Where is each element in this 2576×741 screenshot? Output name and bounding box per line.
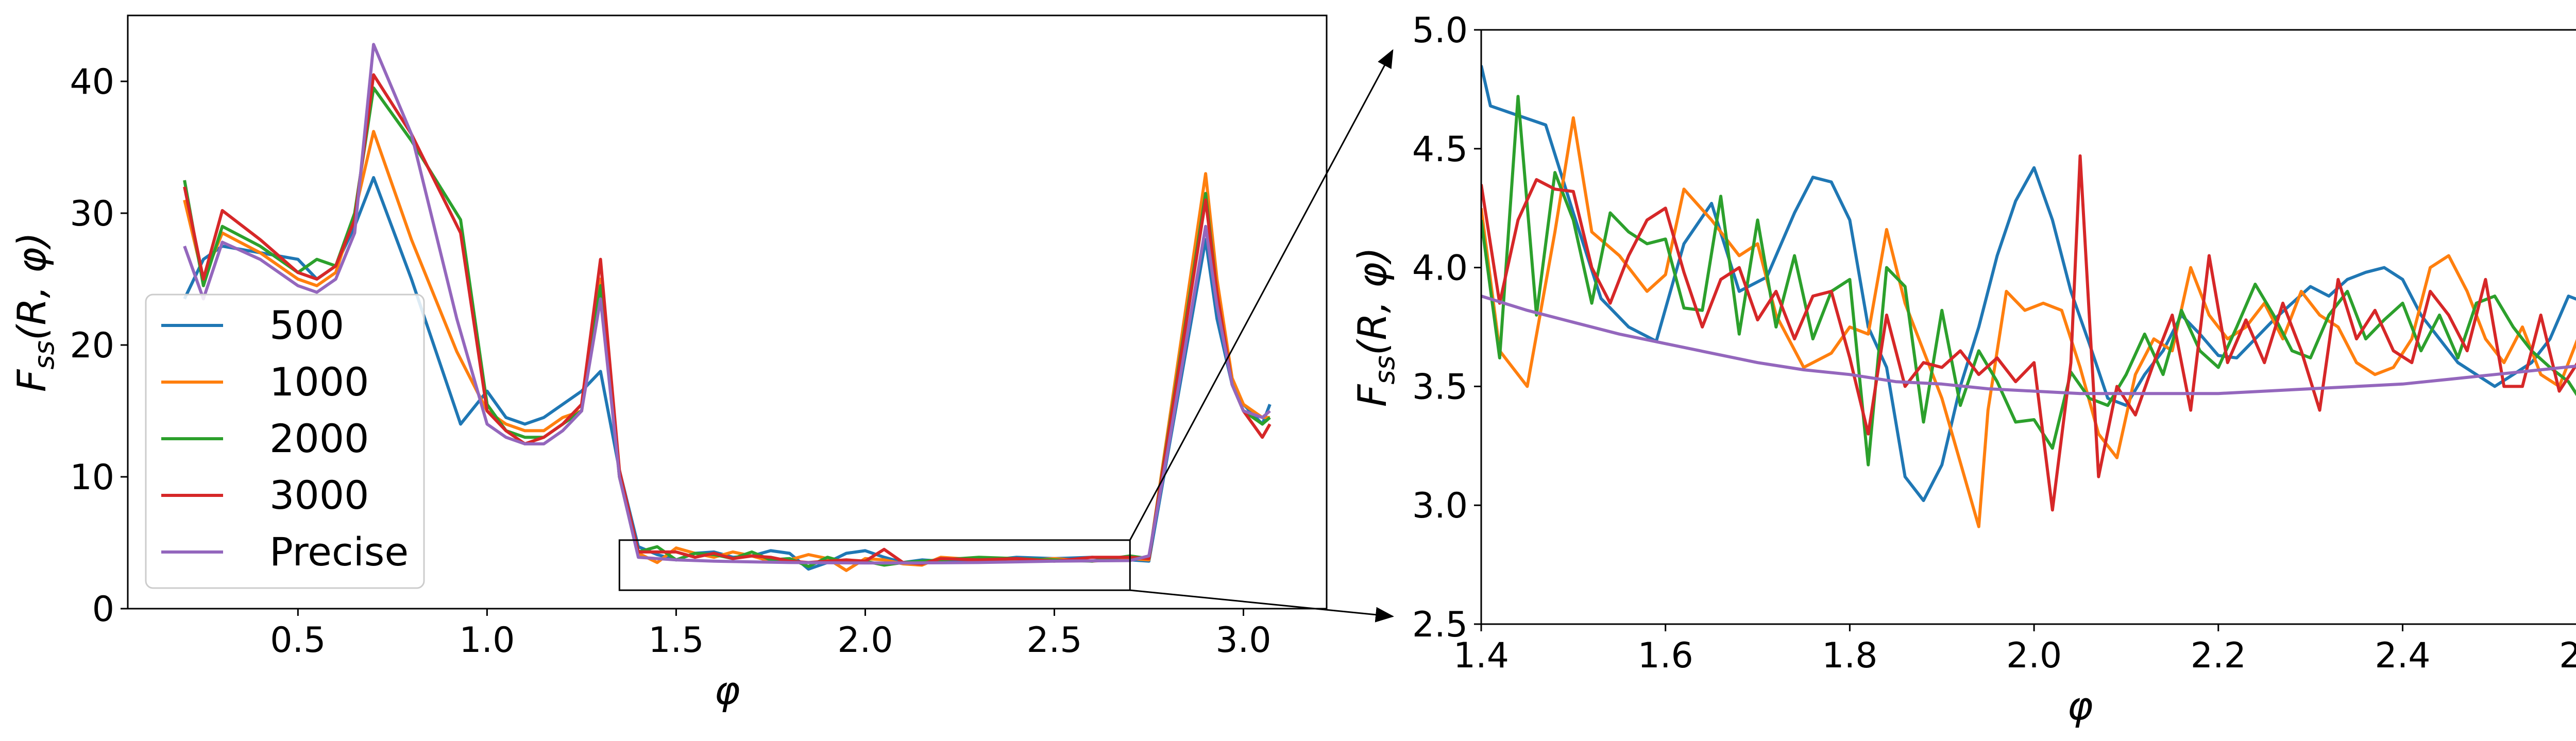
y-tick-label: 0 xyxy=(92,589,114,630)
series-group xyxy=(1481,65,2576,528)
y-tick-label: 40 xyxy=(70,62,114,102)
y-tick-label: 2.5 xyxy=(1412,605,1468,645)
x-tick-label: 1.5 xyxy=(648,620,704,661)
x-axis-label: φ xyxy=(714,667,740,713)
y-tick-label: 30 xyxy=(70,194,114,234)
x-tick-label: 2.4 xyxy=(2375,635,2430,676)
y-tick-label: 4.5 xyxy=(1412,129,1468,170)
plot-frame xyxy=(1480,29,2576,625)
zoom-region-box xyxy=(618,539,1131,591)
series-line-precise xyxy=(183,43,1271,565)
y-axis-label: Fss(R, φ) xyxy=(9,232,60,392)
x-tick-label: 1.4 xyxy=(1453,635,1509,676)
series-line-500 xyxy=(1481,65,2576,502)
series-line-precise xyxy=(1481,295,2576,395)
legend-frame xyxy=(145,294,425,589)
x-tick-label: 1.8 xyxy=(1822,635,1877,676)
x-tick-label: 0.5 xyxy=(270,620,326,661)
legend-label: Precise xyxy=(269,529,409,575)
x-tick-label: 2.5 xyxy=(1026,620,1082,661)
x-axis-label: φ xyxy=(2067,683,2093,729)
series-line-2000 xyxy=(1481,95,2576,467)
zoom-arrow-bottom xyxy=(1130,589,1394,623)
y-axis-label: Fss(R, φ) xyxy=(1349,247,1401,407)
series-group xyxy=(183,43,1272,572)
y-tick-label: 10 xyxy=(70,457,114,498)
zoom-connectors xyxy=(1129,49,1394,623)
legend: 500 1000 2000 3000 Precise xyxy=(145,294,425,589)
y-tick-label: 20 xyxy=(70,325,114,366)
x-tick-label: 3.0 xyxy=(1215,620,1271,661)
series-line-3000 xyxy=(183,73,1272,565)
x-tick-label: 2.2 xyxy=(2191,635,2246,676)
x-tick-label: 1.6 xyxy=(1638,635,1693,676)
x-tick-label: 1.0 xyxy=(459,620,515,661)
x-tick-label: 2.0 xyxy=(837,620,893,661)
legend-label: 1000 xyxy=(269,359,369,405)
y-tick-label: 3.5 xyxy=(1412,367,1468,407)
plot-frame xyxy=(127,14,1328,610)
x-tick-label: 2.6 xyxy=(2559,635,2576,676)
x-tick-label: 2.0 xyxy=(2006,635,2062,676)
y-tick-label: 5.0 xyxy=(1412,10,1468,51)
legend-label: 2000 xyxy=(269,416,369,461)
legend-label: 3000 xyxy=(269,472,369,518)
y-tick-label: 3.0 xyxy=(1412,486,1468,526)
y-tick-label: 4.0 xyxy=(1412,248,1468,289)
zoom-arrow-top xyxy=(1129,49,1394,541)
series-line-3000 xyxy=(1481,154,2576,512)
main-chart: 0.5 1.0 1.5 2.0 2.5 3.0 0 10 20 30 40 φ Fss(R, φ) 500… xyxy=(9,14,1328,713)
zoom-chart: 1.4 1.6 1.8 2.0 2.2 2.4 2.6 2.5 3.0 3.5 4.0 4.5 5.0 φ… xyxy=(1349,10,2576,729)
legend-label: 500 xyxy=(269,302,344,348)
